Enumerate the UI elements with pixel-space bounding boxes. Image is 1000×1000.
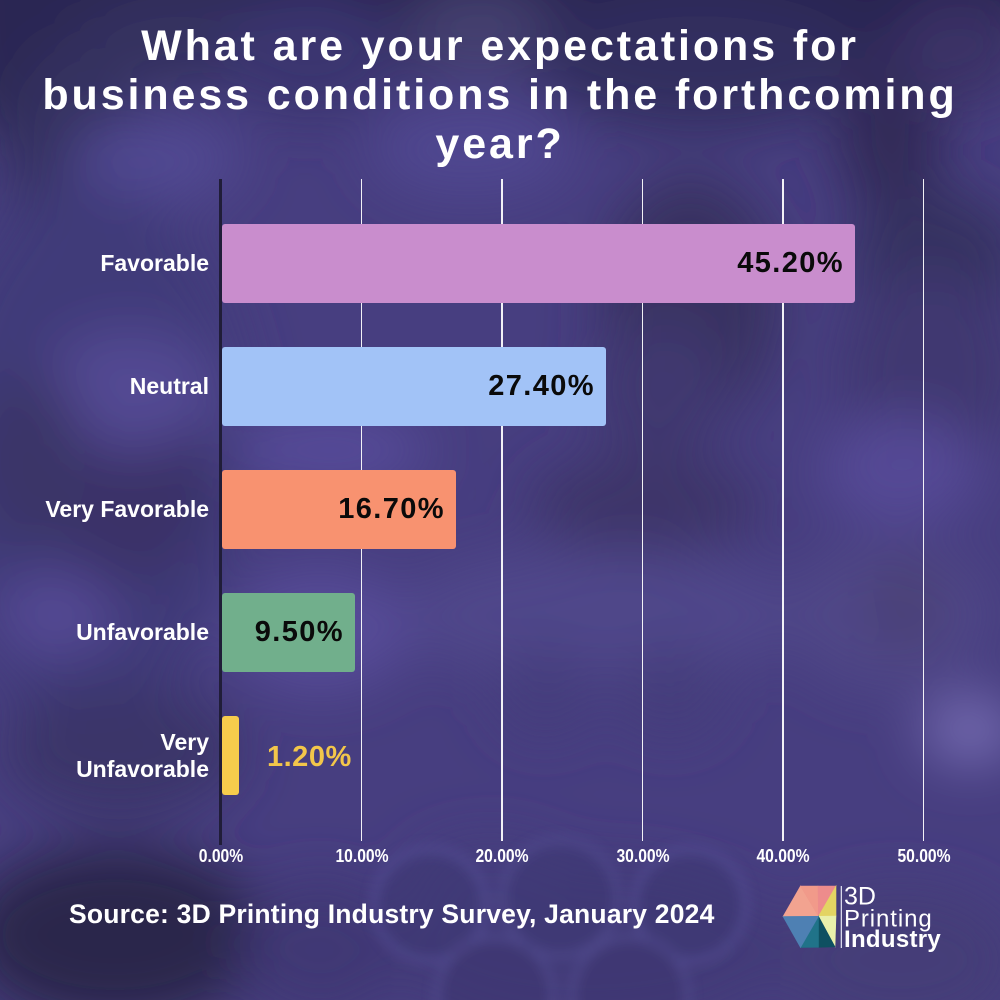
svg-text:3D: 3D <box>844 883 876 911</box>
svg-text:Printing: Printing <box>844 905 933 932</box>
svg-text:Industry: Industry <box>844 926 941 953</box>
